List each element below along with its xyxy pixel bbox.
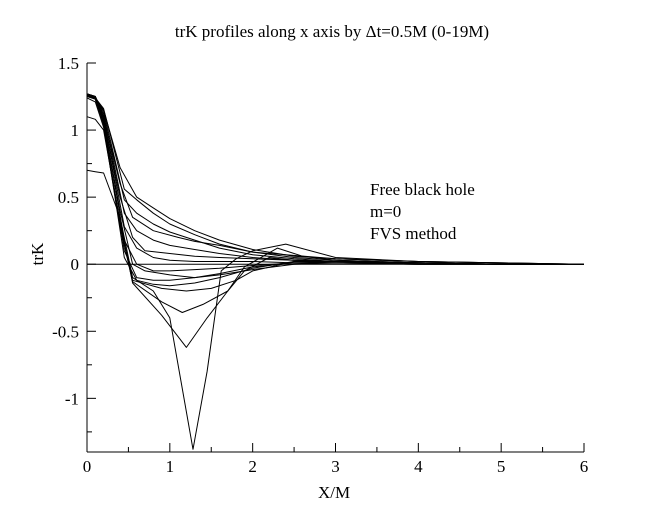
series-line-4: [86, 93, 584, 279]
x-tick-label: 1: [166, 457, 175, 476]
series-line-8: [86, 169, 585, 450]
x-tick-label: 0: [83, 457, 92, 476]
series-line-12: [86, 93, 584, 265]
series-lines: [86, 93, 585, 450]
series-line-1: [86, 94, 585, 265]
annotation-line-1: Free black hole: [370, 180, 475, 199]
x-tick-label: 5: [497, 457, 506, 476]
series-line-7: [86, 116, 584, 348]
annotation-line-3: FVS method: [370, 224, 457, 243]
x-tick-label: 3: [331, 457, 340, 476]
annotation-line-2: m=0: [370, 202, 401, 221]
x-tick-label: 2: [248, 457, 257, 476]
series-line-3: [86, 93, 584, 265]
chart-title: trK profiles along x axis by Δt=0.5M (0-…: [175, 22, 489, 41]
y-tick-label: 1: [71, 121, 80, 140]
tick-labels: 0 1 2 3 4 5 6 1.5 1 0.5 0 -0.5 -1: [52, 54, 588, 476]
y-axis-label: trK: [28, 242, 47, 265]
series-line-11: [86, 93, 584, 265]
x-tick-label: 4: [414, 457, 423, 476]
y-tick-label: 0.5: [58, 188, 79, 207]
x-axis-label: X/M: [318, 483, 350, 502]
annotation-block: Free black hole m=0 FVS method: [370, 180, 475, 243]
y-tick-label: 1.5: [58, 54, 79, 73]
axis-ticks: [86, 62, 585, 452]
series-line-10: [86, 94, 584, 265]
y-tick-label: -1: [65, 389, 79, 408]
series-line-2: [86, 93, 585, 265]
series-line-13: [86, 93, 584, 272]
x-tick-label: 6: [580, 457, 589, 476]
series-line-9: [86, 94, 584, 265]
y-tick-label: 0: [71, 255, 80, 274]
y-tick-label: -0.5: [52, 322, 79, 341]
